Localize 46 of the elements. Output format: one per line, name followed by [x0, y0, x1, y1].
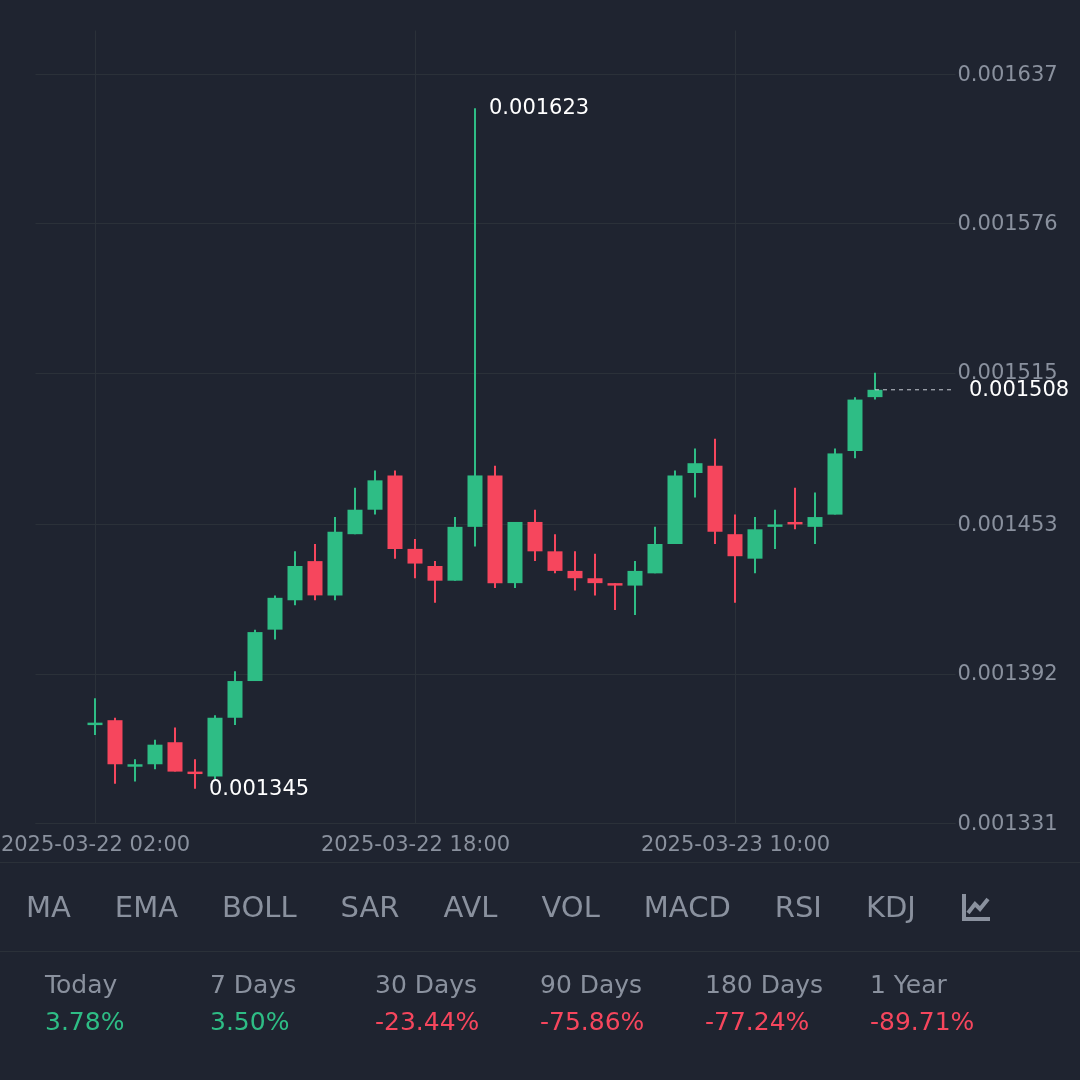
y-tick-label: 0.001637: [957, 61, 1058, 86]
text: 30 Days: [375, 970, 479, 999]
y-tick-label: 0.001331: [957, 810, 1058, 835]
x-tick-label: 2025-03-22 18:00: [320, 831, 511, 856]
text: VOL: [541, 890, 600, 924]
candlestick: [607, 582, 623, 612]
text: -23.44%: [375, 1007, 481, 1036]
text: MA: [26, 890, 71, 924]
candlestick: [807, 491, 823, 545]
candlestick: [427, 560, 443, 604]
text: SAR: [340, 890, 400, 924]
text: EMA: [114, 890, 179, 924]
text: -89.71%: [870, 1007, 976, 1036]
y-tick-label: 0.001453: [957, 511, 1058, 536]
candlestick: [127, 758, 143, 783]
candlestick: [687, 447, 703, 499]
candlestick: [407, 538, 423, 580]
x-tick-label: 2025-03-22 02:00: [0, 831, 191, 856]
y-tick-label: 0.001392: [957, 661, 1058, 686]
candlestick: [147, 738, 163, 771]
candlestick: [567, 550, 583, 592]
text: 3.50%: [210, 1007, 291, 1036]
text: RSI: [774, 890, 822, 924]
text: 1 Year: [870, 970, 948, 999]
text: Today: [45, 970, 119, 999]
candlestick: [867, 371, 883, 401]
candlestick: [587, 552, 603, 597]
annotation: 0.001623: [489, 95, 590, 120]
y-tick-label: 0.001576: [957, 210, 1058, 235]
text: 90 Days: [540, 970, 644, 999]
text: -75.86%: [540, 1007, 646, 1036]
text: 180 Days: [705, 970, 825, 999]
text: 7 Days: [210, 970, 298, 999]
text: -77.24%: [705, 1007, 811, 1036]
text: KDJ: [865, 890, 916, 924]
candlestick: [627, 560, 643, 616]
text: AVL: [443, 890, 498, 924]
text: BOLL: [222, 890, 297, 924]
x-tick-label: 2025-03-23 10:00: [640, 831, 831, 856]
candlestick: [727, 513, 743, 604]
text: MACD: [643, 890, 731, 924]
candlestick: [467, 107, 483, 548]
text: 3.78%: [45, 1007, 126, 1036]
annotation: 0.001345: [209, 775, 310, 800]
candlestick: [767, 508, 783, 550]
candlestick: [547, 533, 563, 575]
